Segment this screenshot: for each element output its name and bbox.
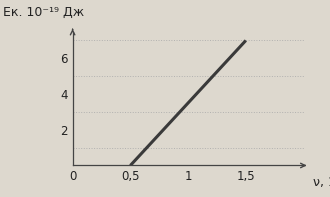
Text: Eк. 10⁻¹⁹ Дж: Eк. 10⁻¹⁹ Дж <box>3 6 84 19</box>
Text: ν, 10¹⁵ Гц: ν, 10¹⁵ Гц <box>313 175 330 188</box>
